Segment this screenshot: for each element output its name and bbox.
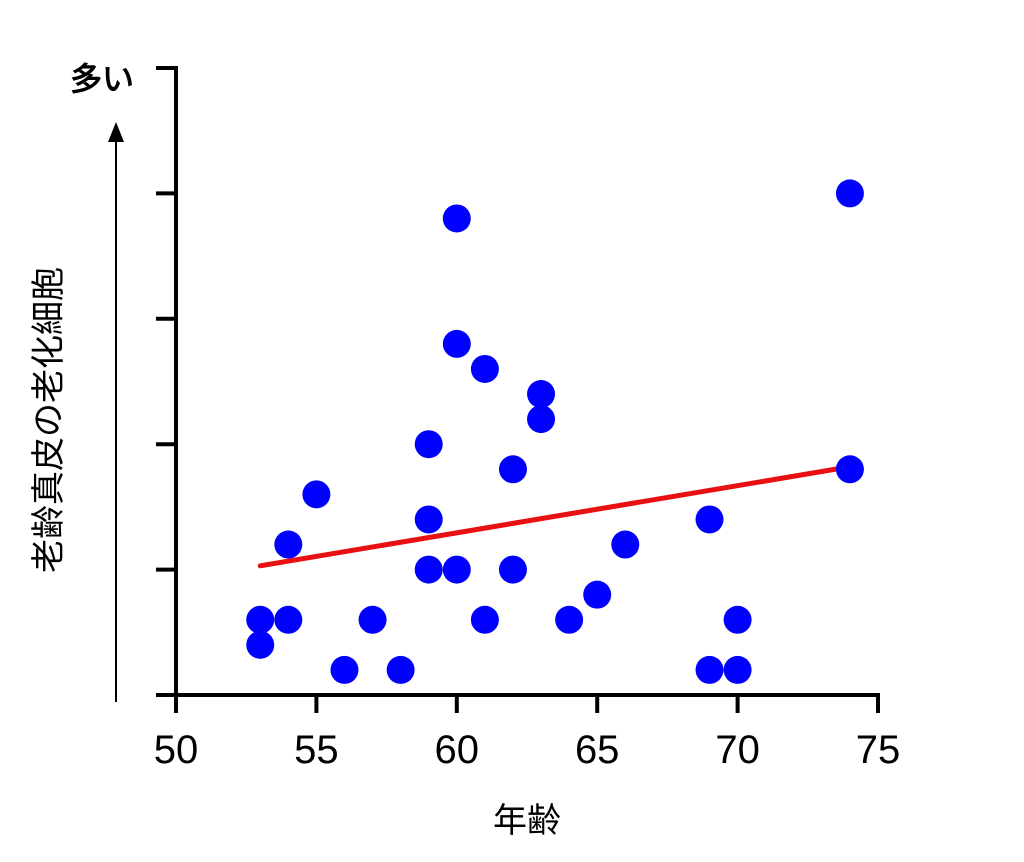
trend-line bbox=[257, 464, 853, 569]
data-point bbox=[527, 380, 556, 409]
x-tick-label: 75 bbox=[856, 728, 901, 772]
data-point bbox=[527, 405, 556, 434]
data-points bbox=[246, 179, 864, 684]
data-point bbox=[274, 605, 303, 634]
axis-ticks bbox=[156, 66, 880, 713]
data-point bbox=[470, 605, 499, 634]
x-tick-label: 65 bbox=[575, 728, 620, 772]
data-point bbox=[330, 655, 359, 684]
data-point bbox=[611, 530, 640, 559]
x-tick-label: 50 bbox=[154, 728, 199, 772]
data-point bbox=[414, 430, 443, 459]
data-point bbox=[414, 505, 443, 534]
data-point bbox=[555, 605, 584, 634]
data-point bbox=[695, 655, 724, 684]
y-top-label: 多い bbox=[70, 60, 134, 98]
data-point bbox=[246, 630, 275, 659]
data-point bbox=[723, 655, 752, 684]
data-point bbox=[470, 354, 499, 383]
data-point bbox=[358, 605, 387, 634]
trend-line-group bbox=[257, 464, 853, 569]
data-point bbox=[386, 655, 415, 684]
axes bbox=[174, 66, 880, 697]
x-tick-label: 55 bbox=[294, 728, 339, 772]
x-tick-label: 70 bbox=[715, 728, 760, 772]
data-point bbox=[723, 605, 752, 634]
data-point bbox=[442, 329, 471, 358]
x-tick-label: 60 bbox=[435, 728, 480, 772]
x-tick-labels: 50 55 60 65 70 75 bbox=[154, 728, 901, 772]
data-point bbox=[835, 455, 864, 484]
data-point bbox=[835, 179, 864, 208]
data-point bbox=[414, 555, 443, 584]
data-point bbox=[583, 580, 612, 609]
y-axis-title: 老齢真皮の老化細胞 bbox=[29, 267, 69, 573]
data-point bbox=[498, 455, 527, 484]
data-point bbox=[302, 480, 331, 509]
y-direction-arrow bbox=[108, 122, 124, 702]
data-point bbox=[498, 555, 527, 584]
data-point bbox=[442, 204, 471, 233]
data-point bbox=[246, 605, 275, 634]
data-point bbox=[695, 505, 724, 534]
data-point bbox=[442, 555, 471, 584]
x-axis-title: 年齢 bbox=[493, 801, 561, 841]
data-point bbox=[274, 530, 303, 559]
